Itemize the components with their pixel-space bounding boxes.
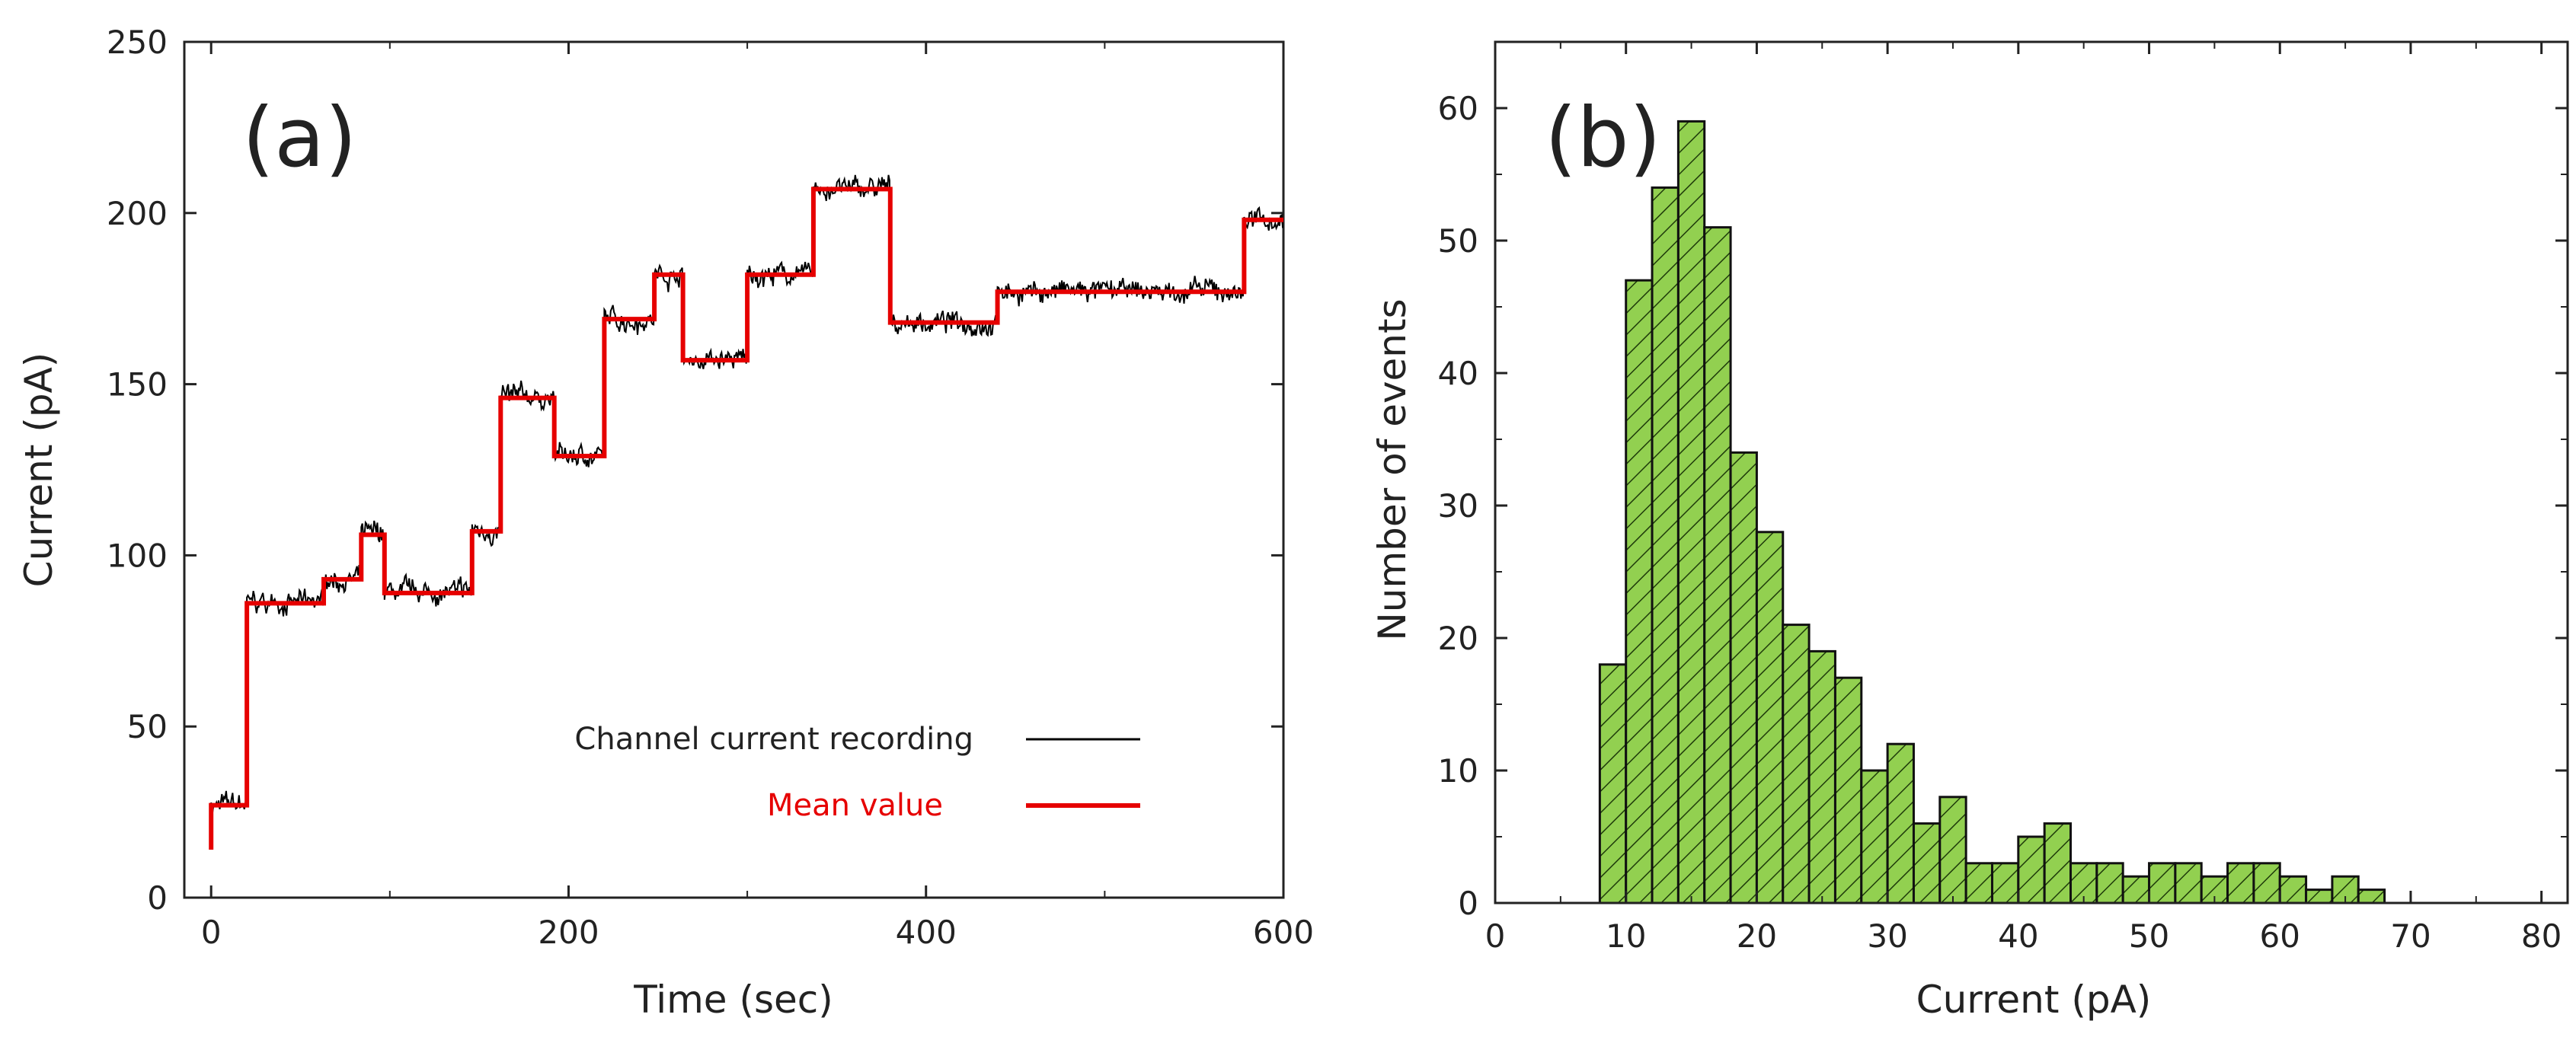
panel-b-x-axis-label: Current (pA) (1916, 978, 2152, 1022)
y-tick-label: 40 (1438, 355, 1478, 392)
panel-b-y-axis-label: Number of events (1370, 298, 1414, 640)
x-tick-label: 40 (1998, 917, 2038, 955)
y-tick-label: 60 (1438, 90, 1478, 127)
panel-b-plot-frame (1494, 40, 2569, 904)
panel-a-x-axis-label: Time (sec) (633, 978, 833, 1022)
panel-a-label: (a) (242, 91, 356, 186)
histogram-bar (2305, 889, 2334, 904)
panel-a-ticks: 0 50 100 150 200 250 0 200 400 600 (107, 24, 1314, 951)
panel-a-y-axis-label: Current (pA) (17, 353, 61, 588)
panel-a-plot-frame (183, 40, 1285, 899)
x-tick-label: 60 (2260, 917, 2300, 955)
y-tick-label: 0 (147, 879, 168, 917)
x-tick-label: 200 (538, 914, 599, 951)
panel-b-ticks: 0 10 20 30 40 50 60 0 10 20 30 40 50 60 70 80 (1438, 42, 2568, 955)
recording-trace-line (210, 174, 1284, 815)
histogram-bar (1860, 769, 1889, 904)
histogram-bar (2252, 862, 2281, 904)
histogram-bar (1703, 226, 1732, 904)
panel-b-bars (1598, 120, 2386, 904)
histogram-bar (1886, 742, 1915, 904)
y-tick-label: 250 (107, 24, 168, 61)
histogram-bar (1964, 862, 1993, 904)
y-tick-label: 150 (107, 366, 168, 404)
histogram-bar (1807, 649, 1836, 904)
x-tick-label: 30 (1867, 917, 1907, 955)
x-tick-label: 70 (2390, 917, 2431, 955)
histogram-bar (2121, 875, 2151, 904)
legend-label-mean: Mean value (767, 788, 943, 823)
histogram-bar (1676, 120, 1706, 904)
panel-a-mean-steps (209, 187, 1283, 850)
panel-a-legend: Channel current recording Mean value (574, 722, 1140, 823)
panel-b-label: (b) (1545, 91, 1661, 186)
histogram-bar (1651, 186, 1680, 904)
histogram-bar (1782, 624, 1811, 904)
x-tick-label: 600 (1253, 914, 1314, 951)
histogram-bar (1990, 862, 2020, 904)
histogram-bar (2278, 875, 2308, 904)
y-tick-label: 20 (1438, 620, 1478, 657)
x-tick-label: 20 (1737, 917, 1777, 955)
histogram-bar (1625, 279, 1654, 904)
histogram-bar (2017, 835, 2046, 904)
x-tick-label: 10 (1606, 917, 1646, 955)
panel-a-current-trace: 0 50 100 150 200 250 0 200 400 600 (a) Time (sec)… (17, 24, 1314, 1022)
legend-label-recording: Channel current recording (574, 722, 973, 757)
histogram-bar (1755, 531, 1785, 904)
histogram-bar (2226, 862, 2255, 904)
y-tick-label: 30 (1438, 487, 1478, 525)
panel-b-histogram: 0 10 20 30 40 50 60 0 10 20 30 40 50 60 70 80 (b) Curre… (1370, 40, 2569, 1022)
histogram-bar (1912, 822, 1942, 904)
histogram-bar (2043, 822, 2073, 904)
y-tick-label: 200 (107, 195, 168, 232)
x-tick-label: 0 (1485, 917, 1506, 955)
x-tick-label: 400 (896, 914, 957, 951)
x-tick-label: 80 (2521, 917, 2562, 955)
y-tick-label: 100 (107, 537, 168, 574)
histogram-bar (1598, 663, 1628, 904)
x-tick-label: 50 (2129, 917, 2169, 955)
histogram-bar (2174, 862, 2203, 904)
histogram-bar (1938, 796, 1967, 904)
y-tick-label: 50 (127, 708, 168, 745)
histogram-bar (2357, 889, 2386, 904)
y-tick-label: 50 (1438, 222, 1478, 260)
y-tick-label: 10 (1438, 752, 1478, 790)
histogram-bar (2148, 862, 2177, 904)
histogram-bar (1729, 451, 1758, 904)
y-tick-label: 0 (1458, 885, 1478, 922)
panel-a-recording-trace (210, 174, 1284, 815)
x-tick-label: 0 (201, 914, 222, 951)
mean-value-step-line (209, 187, 1283, 850)
histogram-bar (1833, 676, 1863, 904)
histogram-bar (2095, 862, 2124, 904)
